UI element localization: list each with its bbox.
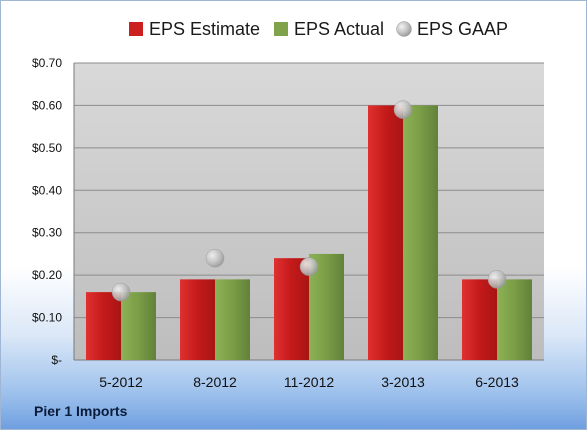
bar-eps-estimate	[180, 279, 215, 360]
y-tick-label: $0.20	[32, 268, 62, 282]
point-eps-gaap	[299, 257, 319, 276]
y-tick-label: $0.70	[32, 56, 62, 70]
x-tick-label: 5-2012	[99, 374, 143, 390]
bar-eps-estimate	[274, 258, 309, 360]
legend-swatch	[396, 21, 412, 37]
y-tick-label: $0.40	[32, 183, 62, 197]
point-eps-gaap	[111, 282, 131, 302]
legend-swatch	[274, 22, 288, 36]
bar-eps-estimate	[368, 105, 403, 360]
bar-eps-estimate	[86, 292, 121, 360]
y-tick-label: $0.10	[32, 311, 62, 325]
legend-label: EPS GAAP	[417, 19, 508, 39]
x-tick-label: 11-2012	[284, 374, 335, 390]
y-tick-label: $0.30	[32, 226, 62, 240]
y-tick-label: $-	[51, 353, 62, 367]
legend-label: EPS Actual	[294, 19, 384, 39]
bar-eps-actual	[215, 279, 250, 360]
y-tick-label: $0.50	[32, 141, 62, 155]
point-eps-gaap	[393, 100, 413, 119]
legend-swatch	[129, 22, 143, 36]
y-tick-label: $0.60	[32, 98, 62, 112]
point-eps-gaap	[487, 270, 507, 289]
x-tick-label: 6-2013	[475, 374, 519, 390]
company-name: Pier 1 Imports	[34, 403, 128, 419]
point-eps-gaap	[205, 248, 225, 268]
bar-eps-actual	[497, 279, 532, 360]
x-tick-label: 3-2013	[381, 374, 425, 390]
bar-eps-estimate	[462, 279, 497, 360]
x-tick-label: 8-2012	[193, 374, 237, 390]
bar-eps-actual	[403, 105, 438, 360]
bar-eps-actual	[121, 292, 156, 360]
legend-label: EPS Estimate	[149, 19, 260, 39]
